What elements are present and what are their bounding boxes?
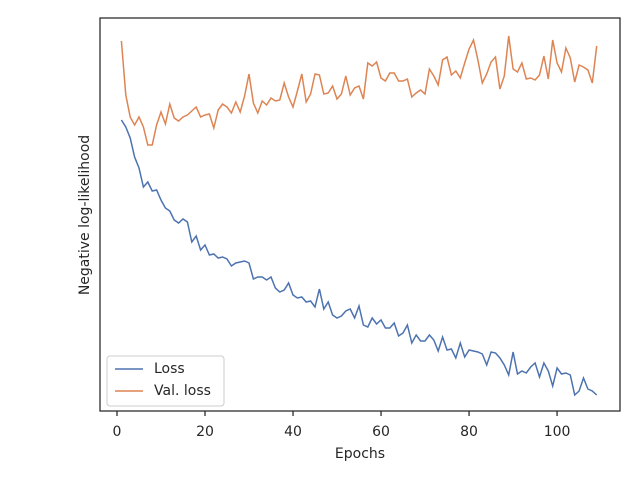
y-axis-label: Negative log-likelihood [77,135,93,295]
line-series [120,35,598,146]
x-tick-label: 100 [544,424,571,440]
x-tick-label: 0 [113,424,122,440]
x-tick-label: 60 [372,424,390,440]
plot-frame [99,17,621,412]
legend-label: Val. loss [154,383,211,399]
legend-label: Loss [154,361,185,377]
x-tick-label: 80 [460,424,478,440]
line-series [120,119,598,397]
x-tick-label: 40 [284,424,302,440]
x-tick-label: 20 [196,424,214,440]
x-axis-label: Epochs [335,446,385,462]
